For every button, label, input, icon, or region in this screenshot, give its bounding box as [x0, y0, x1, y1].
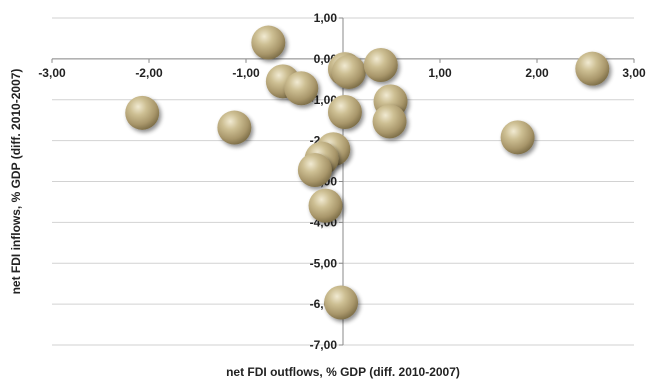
x-axis-title: net FDI outflows, % GDP (diff. 2010-2007…: [226, 365, 460, 379]
y-tick-label: -7,00: [310, 338, 338, 352]
data-point: [324, 285, 359, 320]
x-tick-label: 1,00: [428, 66, 452, 80]
data-point: [500, 120, 535, 155]
data-point: [363, 48, 398, 83]
data-point: [372, 104, 407, 139]
y-axis-title: net FDI inflows, % GDP (diff. 2010-2007): [9, 69, 23, 295]
data-point: [327, 95, 362, 130]
x-tick-label: -1,00: [232, 66, 260, 80]
data-points: [125, 25, 610, 320]
data-point: [251, 25, 286, 60]
data-point: [331, 54, 366, 89]
y-tick-label: -5,00: [310, 256, 338, 270]
data-point: [217, 110, 252, 145]
data-point: [284, 71, 319, 106]
y-tick-label: 1,00: [314, 11, 338, 25]
x-tick-label: -2,00: [135, 66, 163, 80]
x-tick-label: -3,00: [38, 66, 66, 80]
data-point: [125, 95, 160, 130]
x-tick-label: 3,00: [622, 66, 646, 80]
x-tick-label: 2,00: [525, 66, 549, 80]
data-point: [308, 188, 343, 223]
data-point: [575, 51, 610, 86]
data-point: [297, 153, 332, 188]
